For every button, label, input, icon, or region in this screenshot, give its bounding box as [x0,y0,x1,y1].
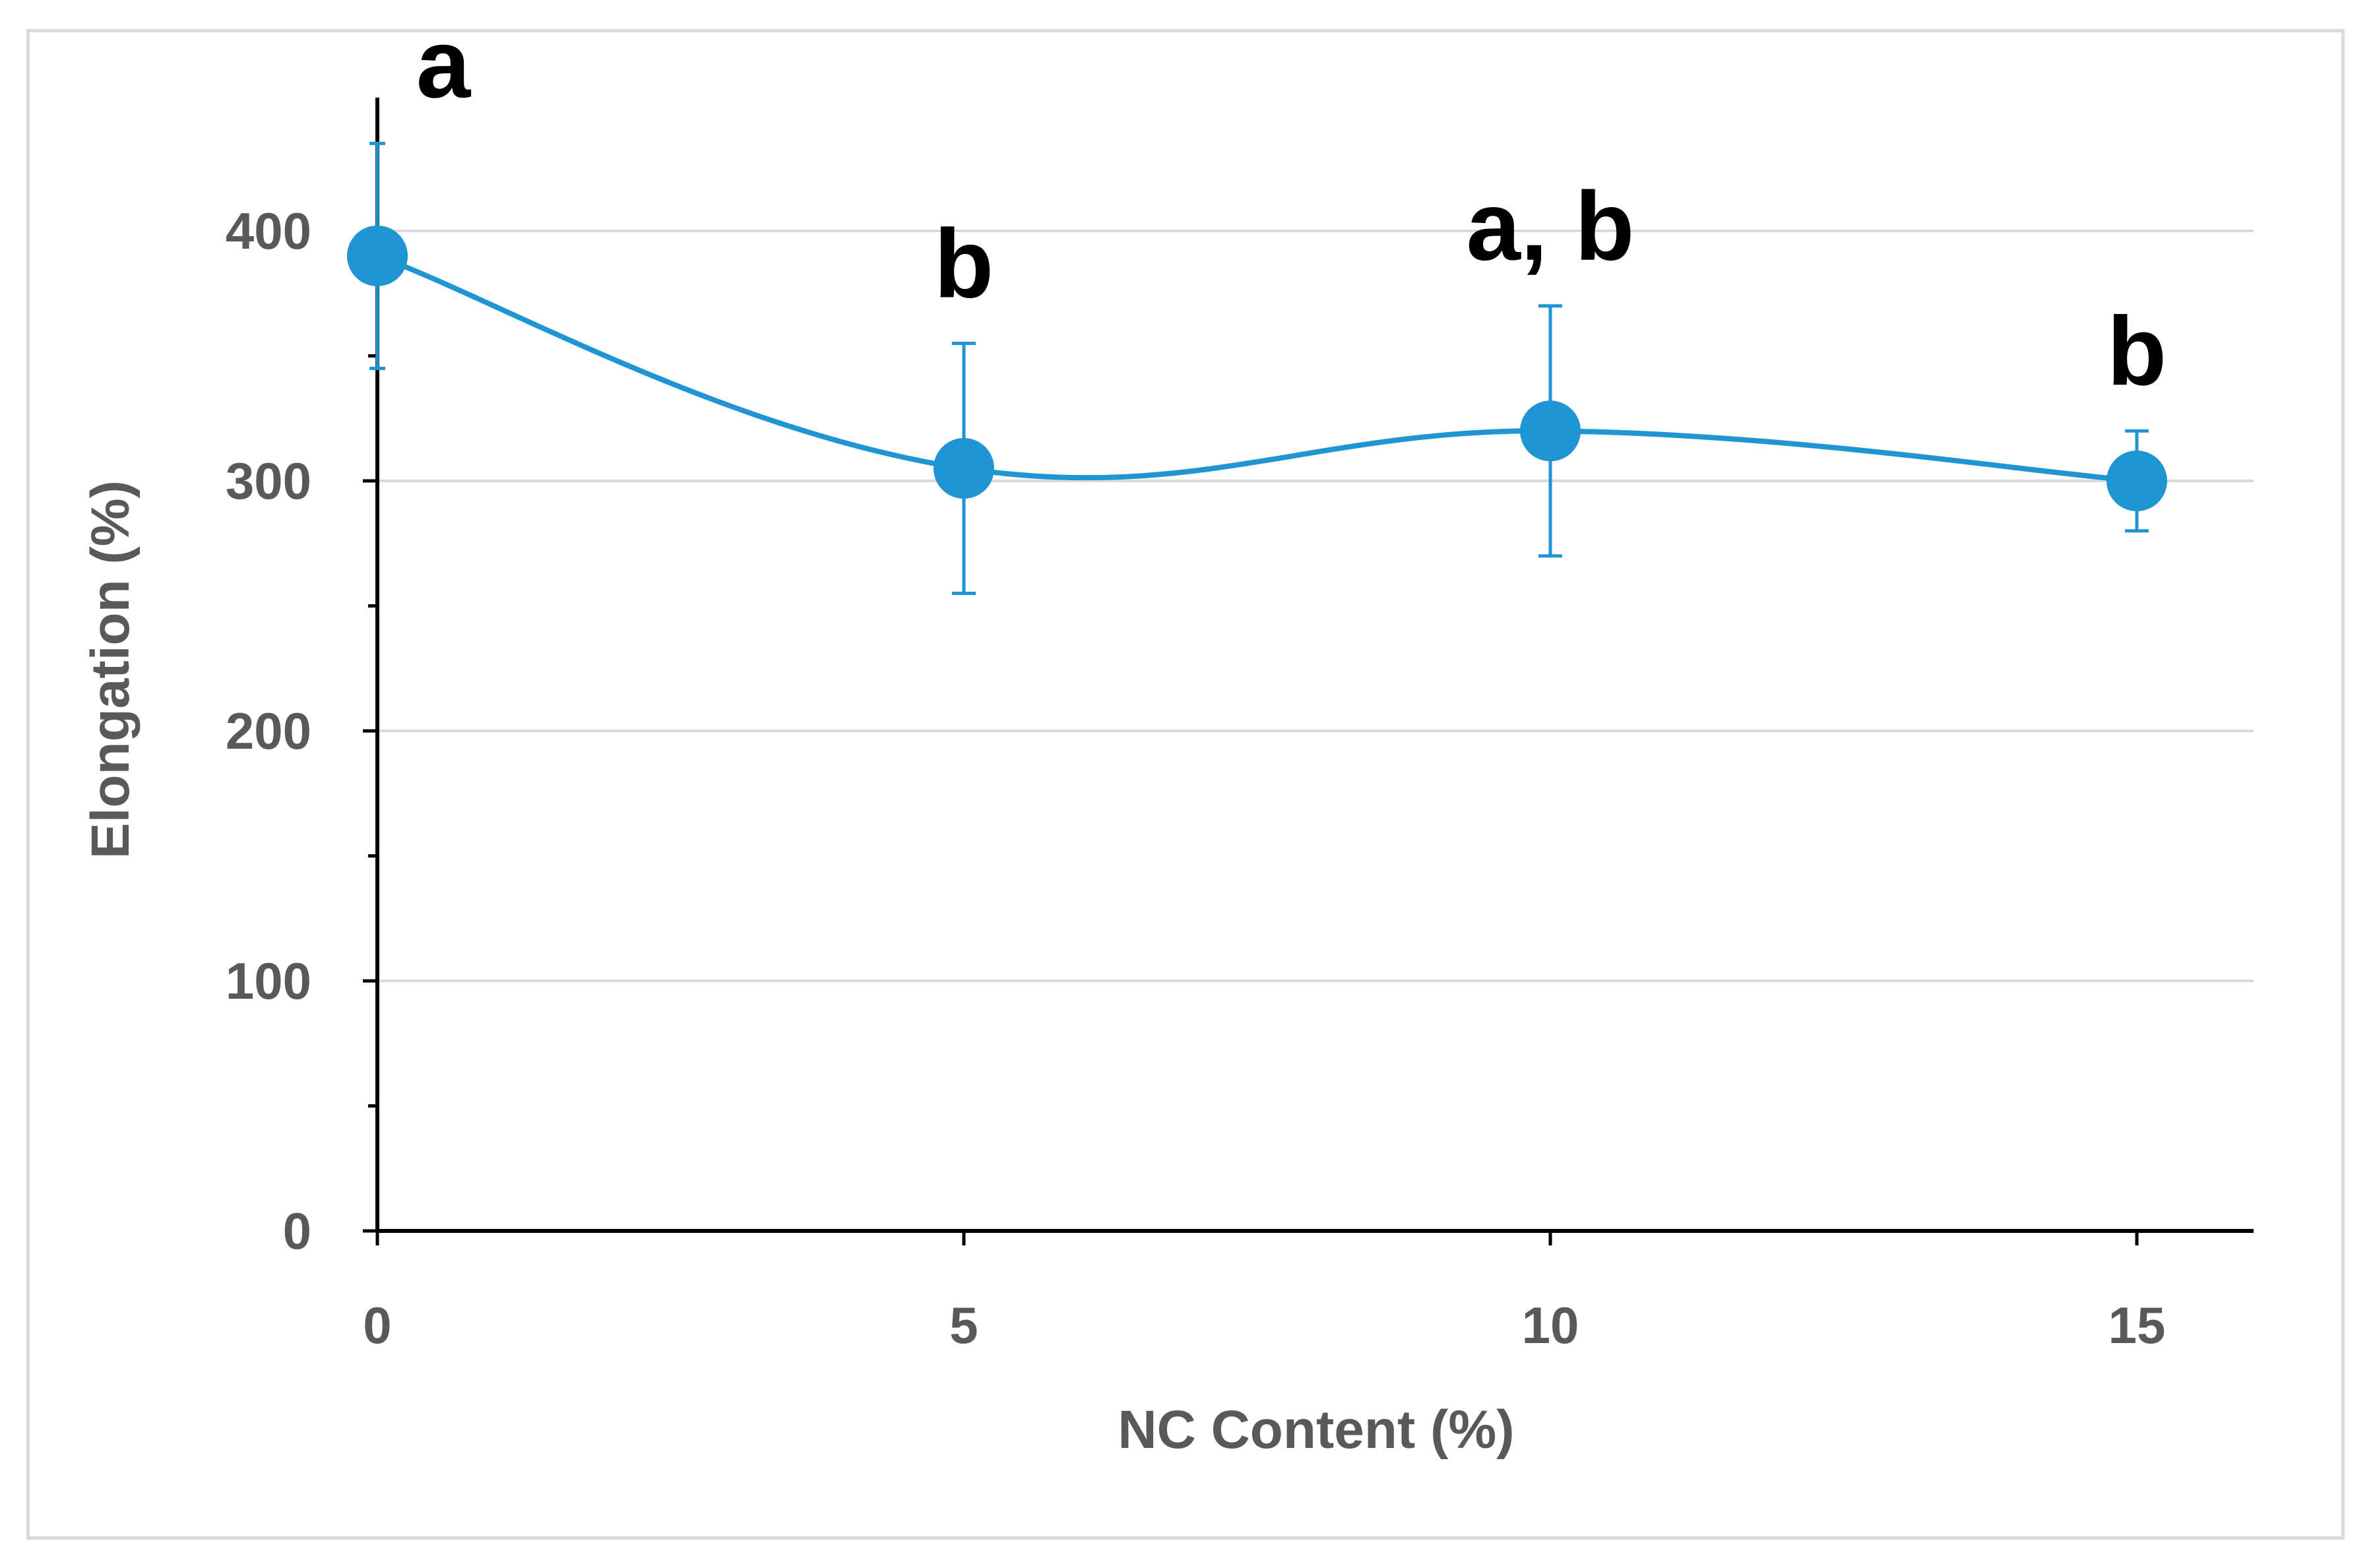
y-tick-label-300: 300 [226,452,311,510]
y-tick-label-200: 200 [226,702,311,760]
x-axis-title: NC Content (%) [1118,1400,1514,1460]
significance-label-5: b [934,210,994,319]
y-axis-title: Elongation (%) [80,480,141,859]
gridlines [377,230,2254,982]
chart-frame [26,29,2345,1540]
y-tick-label-100: 100 [226,952,311,1010]
significance-label-0: a [416,9,472,118]
x-tick-label-0: 0 [363,1296,391,1354]
significance-label-15: b [2107,297,2167,406]
x-tick-label-5: 5 [949,1296,978,1354]
tick-labels: 0 100 200 300 400 0 5 10 15 [226,202,2166,1354]
data-point-5 [933,438,994,499]
x-tick-label-15: 15 [2108,1296,2166,1354]
series-line [376,253,2137,484]
data-point-10 [1520,400,1581,462]
axes [363,98,2254,1245]
y-tick-label-400: 400 [226,202,311,260]
significance-labels: a b a, b b [416,9,2167,406]
data-point-0 [347,225,408,286]
data-points [347,225,2167,511]
significance-label-10: a, b [1467,172,1635,281]
data-point-15 [2106,451,2167,511]
x-tick-label-10: 10 [1522,1296,1579,1354]
y-tick-label-0: 0 [283,1202,311,1260]
